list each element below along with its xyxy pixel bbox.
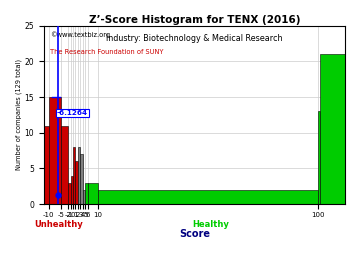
X-axis label: Score: Score (179, 229, 210, 239)
Text: Unhealthy: Unhealthy (34, 220, 83, 229)
Y-axis label: Number of companies (129 total): Number of companies (129 total) (15, 59, 22, 170)
Bar (85, 183, 88, 204)
Bar (78, 147, 80, 204)
Bar (320, 54, 345, 204)
Text: ©www.textbiz.org: ©www.textbiz.org (50, 31, 110, 38)
Bar (49, 97, 61, 204)
Bar (83, 190, 85, 204)
Bar (318, 111, 320, 204)
Bar (68, 183, 71, 204)
Text: -6.1264: -6.1264 (57, 110, 88, 116)
Bar (44, 126, 49, 204)
Bar (88, 183, 98, 204)
Text: Healthy: Healthy (192, 220, 229, 229)
Text: Industry: Biotechnology & Medical Research: Industry: Biotechnology & Medical Resear… (106, 34, 283, 43)
Bar (73, 147, 76, 204)
Bar (80, 154, 83, 204)
Bar (71, 176, 73, 204)
Title: Z’-Score Histogram for TENX (2016): Z’-Score Histogram for TENX (2016) (89, 15, 300, 25)
Bar (76, 161, 78, 204)
Bar (61, 126, 68, 204)
Bar (98, 190, 318, 204)
Text: The Research Foundation of SUNY: The Research Foundation of SUNY (50, 49, 163, 55)
